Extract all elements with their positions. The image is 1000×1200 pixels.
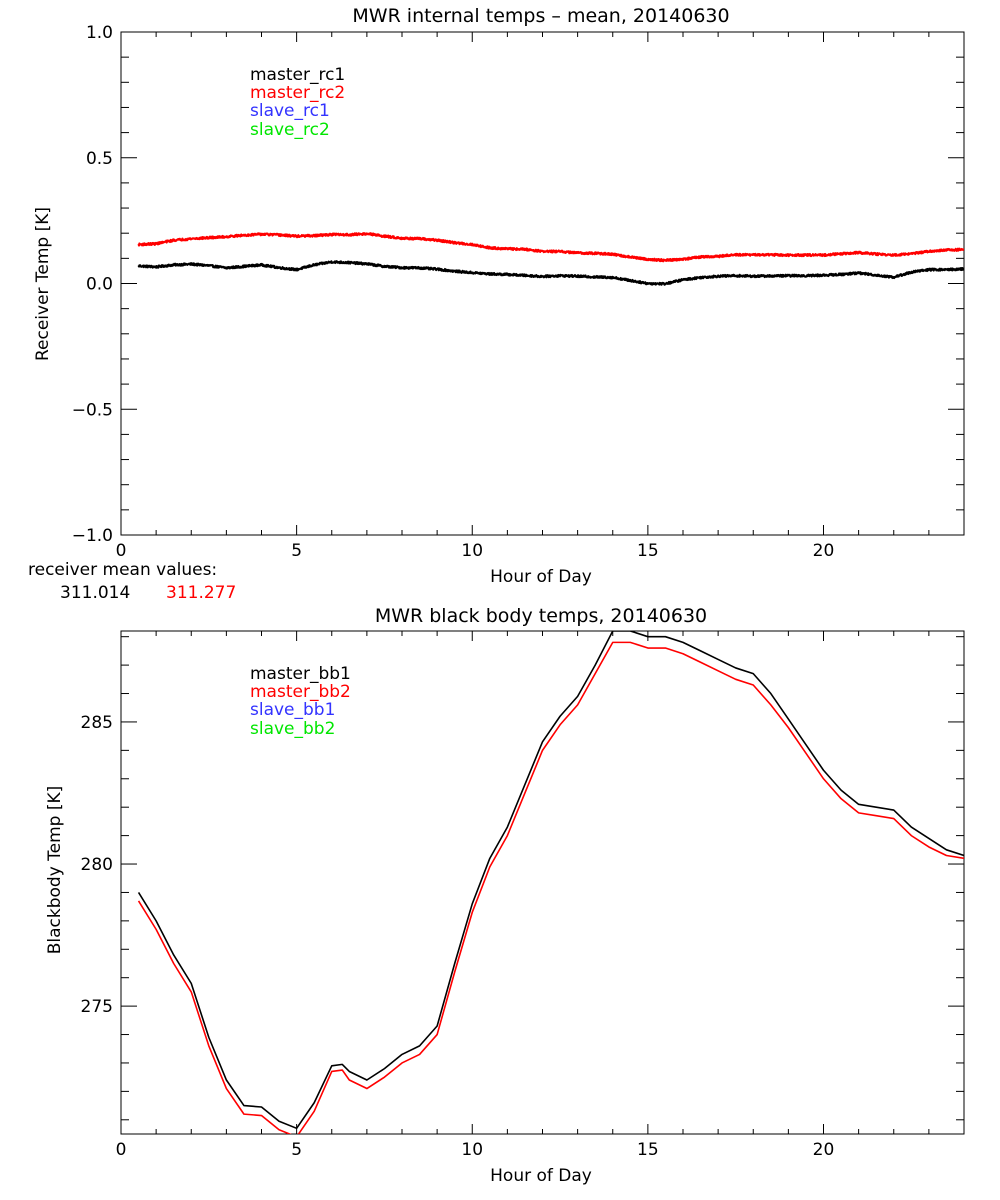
y-tick-label: 0.5 <box>86 149 113 169</box>
axis-ticks <box>120 31 965 536</box>
legend-entry-slave-rc2: slave_rc2 <box>250 120 330 140</box>
x-tick-label: 5 <box>291 1140 302 1160</box>
legend: master_rc1 master_rc2 slave_rc1 slave_rc… <box>250 65 345 140</box>
receiver-mean-value-2: 311.277 <box>166 583 236 603</box>
x-tick-label: 20 <box>813 541 835 561</box>
receiver-mean-value-1: 311.014 <box>60 583 130 603</box>
chart-title: MWR black body temps, 20140630 <box>375 605 707 627</box>
legend-entry-master-rc1: master_rc1 <box>250 65 345 85</box>
blackbody-temps-chart: MWR black body temps, 20140630 0 5 10 15 20 2… <box>45 605 965 1186</box>
y-tick-label: 285 <box>81 713 113 733</box>
chart-title: MWR internal temps – mean, 20140630 <box>352 5 729 27</box>
legend: master_bb1 master_bb2 slave_bb1 slave_bb… <box>250 664 351 739</box>
receiver-temps-chart: MWR internal temps – mean, 20140630 0 5 10… <box>33 5 965 587</box>
y-axis-label: Blackbody Temp [K] <box>45 786 65 955</box>
series-line-master-bb1 <box>137 631 964 1130</box>
x-tick-label: 15 <box>637 1140 659 1160</box>
x-axis-label: Hour of Day <box>490 567 592 587</box>
legend-entry-master-bb2: master_bb2 <box>250 682 351 702</box>
plot-frame <box>120 630 965 1135</box>
legend-entry-slave-bb1: slave_bb1 <box>250 700 335 720</box>
legend-entry-master-rc2: master_rc2 <box>250 83 345 103</box>
x-tick-label: 10 <box>461 1140 483 1160</box>
y-tick-label: 280 <box>81 855 113 875</box>
legend-entry-master-bb1: master_bb1 <box>250 664 351 684</box>
x-axis-label: Hour of Day <box>490 1166 592 1186</box>
y-tick-label: −1.0 <box>72 526 113 546</box>
plot-frame <box>120 31 965 536</box>
x-tick-label: 5 <box>291 541 302 561</box>
x-tick-label: 0 <box>116 1140 127 1160</box>
receiver-mean-annotation: receiver mean values: 311.014 311.277 <box>28 560 236 603</box>
y-tick-label: 275 <box>81 997 113 1017</box>
series-line-master-rc1 <box>137 260 964 286</box>
x-tick-label: 20 <box>813 1140 835 1160</box>
axis-tick-labels: 0 5 10 15 20 −1.0 −0.5 0.0 0.5 1.0 <box>72 23 835 561</box>
y-axis-label: Receiver Temp [K] <box>33 207 53 361</box>
y-tick-label: 1.0 <box>86 23 113 43</box>
receiver-mean-label: receiver mean values: <box>28 560 217 580</box>
x-tick-label: 0 <box>116 541 127 561</box>
legend-entry-slave-rc1: slave_rc1 <box>250 101 330 121</box>
axis-ticks <box>120 631 965 1134</box>
legend-entry-slave-bb2: slave_bb2 <box>250 719 335 739</box>
y-tick-label: −0.5 <box>72 400 113 420</box>
series-lines <box>137 631 964 1134</box>
axis-tick-labels: 0 5 10 15 20 275 280 285 <box>81 713 835 1160</box>
y-tick-label: 0.0 <box>86 275 113 295</box>
series-lines <box>137 232 964 286</box>
series-line-master-bb2 <box>137 641 964 1134</box>
x-tick-label: 15 <box>637 541 659 561</box>
x-tick-label: 10 <box>461 541 483 561</box>
series-line-master-rc2 <box>137 232 964 263</box>
